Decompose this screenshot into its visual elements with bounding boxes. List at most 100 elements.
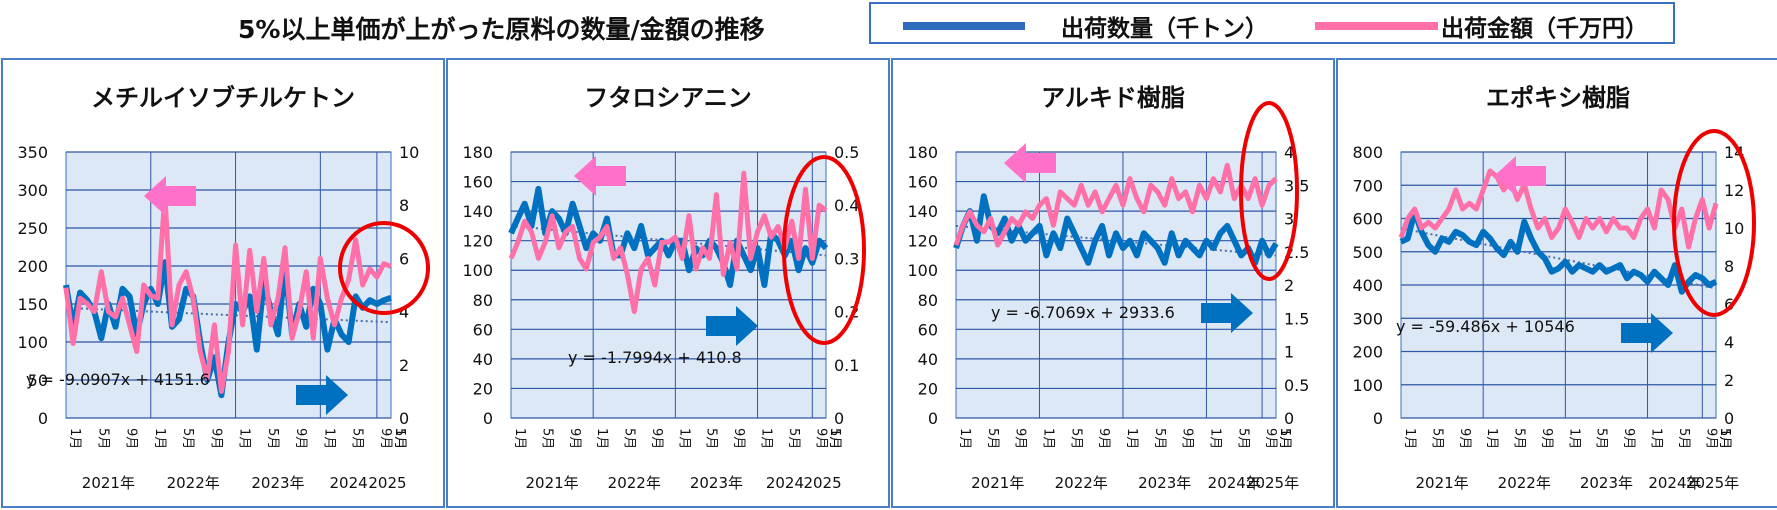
x-year-label: 2022年 [1055, 474, 1108, 492]
x-month-tick: 5月 [1512, 428, 1527, 449]
y-left-tick: 40 [473, 350, 493, 369]
x-month-tick: 9月 [1096, 428, 1111, 449]
x-month-tick: 1月 [152, 428, 167, 449]
y-left-tick: 160 [907, 173, 938, 192]
y-left-tick: 200 [1352, 343, 1383, 362]
trendline [1400, 227, 1717, 290]
y-left-tick: 100 [1352, 376, 1383, 395]
trendline-equation: y = -9.0907x + 4151.6 [26, 370, 210, 389]
y-right-tick: 0.3 [834, 249, 859, 268]
legend-line-quantity [903, 22, 1025, 30]
y-right-tick: 6 [399, 249, 409, 268]
x-month-tick: 1月 [1649, 428, 1664, 449]
x-month-tick: 5月 [95, 428, 110, 449]
y-left-tick: 40 [918, 350, 938, 369]
page-title: 5%以上単価が上がった原料の数量/金額の推移 [238, 15, 765, 44]
chart-title: フタロシアニン [584, 84, 752, 112]
chart-panel-2: フタロシアニン02040608010012014016018000.10.20.… [446, 58, 890, 508]
arrow-left-amount [1494, 156, 1546, 196]
y-left-tick: 800 [1352, 143, 1383, 162]
x-year-label: 2023年 [1580, 474, 1633, 492]
x-month-tick: 5月 [1235, 428, 1250, 449]
x-month-tick: 5月 [1594, 428, 1609, 449]
legend-label-amount: 出荷金額（千万円） [1441, 16, 1648, 42]
legend: 出荷数量（千トン） 出荷金額（千万円） [869, 2, 1675, 44]
x-month-tick: 1月 [237, 428, 252, 449]
x-month-tick: 1月 [1484, 428, 1499, 449]
x-year-label: 2021年 [82, 474, 135, 492]
y-left-tick: 20 [918, 379, 938, 398]
y-right-tick: 0.1 [834, 356, 859, 375]
y-left-tick: 400 [1352, 276, 1383, 295]
x-month-tick: 9月 [649, 428, 664, 449]
x-year-label: 2021年 [1415, 474, 1468, 492]
x-month-tick: 5月 [827, 428, 842, 449]
x-month-tick: 1月 [1402, 428, 1417, 449]
y-left-tick: 600 [1352, 210, 1383, 229]
x-year-label: 2023年 [1138, 474, 1191, 492]
highlight-circle [338, 221, 430, 315]
y-left-tick: 350 [17, 143, 48, 162]
x-year-label: 2022年 [1498, 474, 1551, 492]
y-left-tick: 100 [907, 261, 938, 280]
x-month-tick: 9月 [567, 428, 582, 449]
x-month-tick: 9月 [1263, 428, 1278, 449]
y-left-tick: 0 [38, 409, 48, 428]
charts-area: メチルイソブチルケトン05010015020025030035002468101… [1, 58, 1777, 508]
arrow-right-quantity [1201, 293, 1253, 333]
x-month-tick: 1月 [1566, 428, 1581, 449]
y-right-tick: 0.4 [834, 196, 859, 215]
y-left-tick: 80 [473, 291, 493, 310]
y-right-tick: 6 [1724, 295, 1734, 314]
y-right-tick: 4 [399, 303, 409, 322]
y-right-tick: 0 [1724, 409, 1734, 428]
x-month-tick: 5月 [1676, 428, 1691, 449]
x-year-label: 2024年 [1208, 474, 1261, 492]
y-left-tick: 140 [462, 202, 493, 221]
x-month-tick: 1月 [1277, 428, 1292, 449]
series-line-quantity [1399, 208, 1718, 295]
arrow-right-quantity [296, 375, 348, 415]
highlight-circle [1672, 129, 1756, 317]
trendline-equation: y = -1.7994x + 410.8 [568, 348, 742, 367]
arrow-right-quantity [1621, 313, 1673, 353]
chart-title: エポキシ樹脂 [1486, 84, 1630, 112]
x-year-label: 2024年 [1648, 474, 1701, 492]
x-year-label: 2025年 [1246, 474, 1299, 492]
x-month-tick: 9月 [1621, 428, 1636, 449]
x-month-tick: 5月 [786, 428, 801, 449]
x-month-tick: 1月 [827, 428, 842, 449]
highlight-circle [1239, 101, 1299, 281]
chart-panel-4: エポキシ樹脂 0 100 200 300 400 500 600 700 800 0 2 4 6 8 10 12… [1336, 58, 1777, 508]
y-left-tick: 300 [17, 181, 48, 200]
x-month-tick: 5月 [1717, 428, 1732, 449]
x-year-label: 2021年 [525, 474, 578, 492]
y-right-tick: 4 [1284, 143, 1294, 162]
x-month-tick: 1月 [1717, 428, 1732, 449]
legend-label-quantity: 出荷数量（千トン） [1061, 16, 1268, 42]
y-right-tick: 0 [399, 409, 409, 428]
plot-area [510, 151, 827, 419]
x-month-tick: 1月 [759, 428, 774, 449]
trendline-equation: y = -6.7069x + 2933.6 [991, 303, 1175, 322]
series-line-amount [953, 162, 1278, 248]
x-month-tick: 5月 [704, 428, 719, 449]
x-month-tick: 9月 [293, 428, 308, 449]
chart-panel-3: アルキド樹脂 0 20 40 60 80 100 120 140 160 180 0 0.5 1 1.5 2 2… [891, 58, 1335, 508]
y-left-tick: 80 [918, 291, 938, 310]
x-month-tick: 1月 [1124, 428, 1139, 449]
y-right-tick: 1 [1284, 343, 1294, 362]
y-left-tick: 300 [1352, 309, 1383, 328]
highlight-circle [782, 155, 866, 345]
x-year-label: 2025年 [1686, 474, 1739, 492]
y-left-tick: 250 [17, 219, 48, 238]
x-month-tick: 1月 [67, 428, 82, 449]
x-month-tick: 1月 [594, 428, 609, 449]
x-year-label: 2022年 [167, 474, 220, 492]
y-left-tick: 60 [473, 320, 493, 339]
x-month-tick: 9月 [378, 428, 393, 449]
y-right-tick: 10 [399, 143, 419, 162]
y-right-tick: 10 [1724, 219, 1744, 238]
y-left-tick: 0 [1373, 409, 1383, 428]
x-year-label: 2025 [368, 474, 406, 492]
